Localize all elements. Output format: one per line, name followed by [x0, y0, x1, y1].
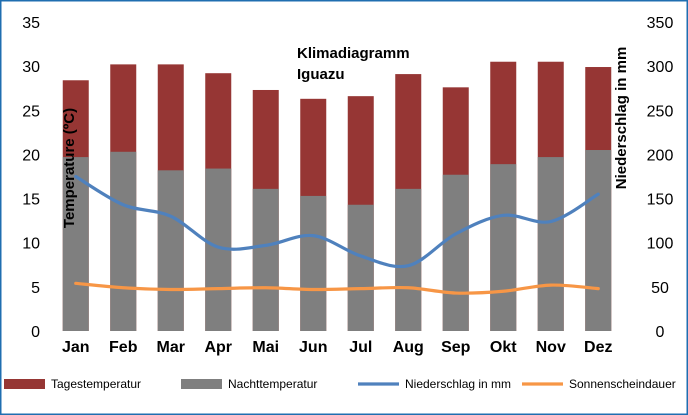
y-left-tick-label: 25 — [22, 103, 40, 120]
y-right-tick-label: 50 — [651, 280, 669, 297]
x-tick-label-aug: Aug — [393, 339, 424, 356]
y-left-tick-label: 20 — [22, 147, 40, 164]
x-tick-label-mar: Mar — [157, 339, 185, 356]
y-right-tick-label: 100 — [647, 236, 674, 253]
line-sonnenscheindauer — [74, 281, 600, 295]
legend: Tagestemperatur Nachttemperatur Niederschl… — [4, 377, 676, 391]
bar-nachttemperatur-jan — [62, 157, 89, 331]
bar-nachttemperatur-okt — [490, 164, 517, 331]
chart-subtitle: Iguazu — [297, 66, 345, 83]
bar-nachttemperatur-nov — [537, 157, 564, 331]
legend-swatch-nachttemperatur — [181, 379, 222, 389]
legend-swatch-tagestemperatur — [4, 379, 45, 389]
x-tick-label-okt: Okt — [490, 339, 517, 356]
bar-nachttemperatur-mai — [252, 188, 279, 331]
right-axis-ticks: 0 50 100 150 200 250 300 350 — [647, 15, 674, 341]
legend-label: Sonnenscheindauer — [569, 377, 676, 391]
legend-label: Niederschlag in mm — [405, 377, 511, 391]
y-axis-right-title: Niederschlag in mm — [613, 47, 630, 190]
bar-nachttemperatur-mar — [157, 170, 184, 331]
bar-nachttemperatur-feb — [110, 151, 137, 331]
bar-nachttemperatur-aug — [395, 188, 422, 331]
x-tick-label-jun: Jun — [299, 339, 327, 356]
x-tick-label-dez: Dez — [584, 339, 612, 356]
bar-nachttemperatur-jul — [347, 204, 374, 331]
x-tick-label-sep: Sep — [441, 339, 471, 356]
y-right-tick-label: 200 — [647, 147, 674, 164]
y-right-tick-label: 0 — [656, 324, 665, 341]
y-right-tick-label: 150 — [647, 192, 674, 209]
y-right-tick-label: 350 — [647, 15, 674, 32]
legend-label: Nachttemperatur — [228, 377, 317, 391]
bar-nachttemperatur-sep — [442, 174, 469, 331]
x-tick-label-jul: Jul — [349, 339, 372, 356]
x-axis-categories: Jan Feb Mar Apr Mai Jun Jul Aug Sep Okt Nov Dez — [62, 339, 613, 356]
x-tick-label-jan: Jan — [62, 339, 90, 356]
left-axis-ticks: 0 5 10 15 20 25 30 35 — [22, 15, 40, 341]
line-niederschlag-in-mm — [74, 174, 600, 269]
y-left-tick-label: 5 — [31, 280, 40, 297]
x-tick-label-apr: Apr — [204, 339, 232, 356]
legend-label: Tagestemperatur — [51, 377, 141, 391]
bar-nachttemperatur-jun — [300, 195, 327, 331]
chart-title: Klimadiagramm — [297, 45, 410, 62]
y-axis-left-title: Temperature (ºC) — [61, 108, 78, 228]
y-left-tick-label: 35 — [22, 15, 40, 32]
y-right-tick-label: 250 — [647, 103, 674, 120]
x-tick-label-feb: Feb — [109, 339, 138, 356]
y-left-tick-label: 15 — [22, 192, 40, 209]
y-left-tick-label: 0 — [31, 324, 40, 341]
y-left-tick-label: 30 — [22, 59, 40, 76]
x-tick-label-nov: Nov — [536, 339, 566, 356]
line-layer — [74, 174, 600, 295]
y-left-tick-label: 10 — [22, 236, 40, 253]
bar-nachttemperatur-dez — [585, 150, 612, 331]
y-right-tick-label: 300 — [647, 59, 674, 76]
x-tick-label-mai: Mai — [252, 339, 279, 356]
